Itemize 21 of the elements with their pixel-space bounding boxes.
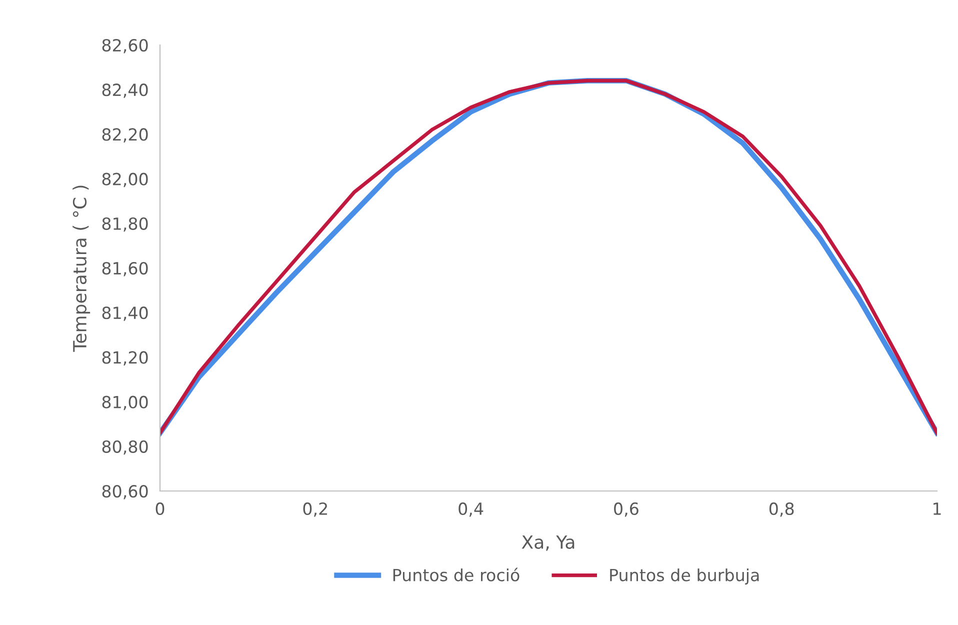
y-tick-label: 81,20 <box>102 351 148 366</box>
x-tick-label: 1 <box>934 502 941 515</box>
y-tick-label: 81,80 <box>102 217 148 232</box>
x-tick-label: 0,4 <box>458 502 484 517</box>
y-tick-label: 80,60 <box>102 484 148 500</box>
y-axis-title: Temperatura ( °C ) <box>72 186 90 352</box>
y-tick-label: 82,40 <box>102 84 148 98</box>
y-tick-label: 80,80 <box>102 440 148 455</box>
y-tick-label: 81,00 <box>102 396 148 410</box>
legend-label: Puntos de roció <box>393 568 520 582</box>
x-tick-label: 0,2 <box>303 502 327 517</box>
y-tick-label: 82,60 <box>102 38 148 54</box>
legend-label: Puntos de burbuja <box>610 568 759 585</box>
y-tick-label: 81,60 <box>102 262 148 276</box>
x-tick-label: 0,8 <box>769 502 794 517</box>
x-tick-label: 0 <box>156 502 164 516</box>
x-tick-label: 0,6 <box>614 502 638 517</box>
y-tick-label: 82,00 <box>102 172 148 188</box>
y-tick-label: 81,40 <box>102 306 148 321</box>
y-tick-label: 82,20 <box>102 128 148 142</box>
x-axis-title: Xa, Ya <box>522 535 574 551</box>
